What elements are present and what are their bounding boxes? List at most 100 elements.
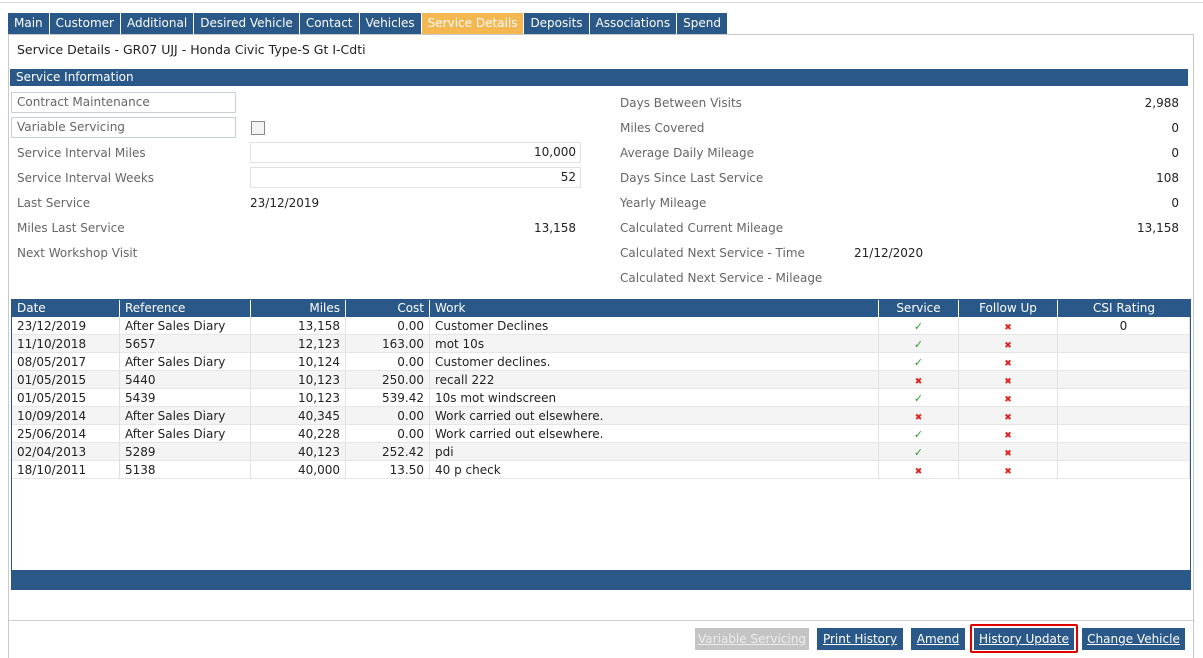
cell-cost: 0.00 bbox=[346, 425, 430, 443]
service-interval-weeks-label: Service Interval Weeks bbox=[17, 171, 155, 185]
cross-icon: ✖ bbox=[1004, 449, 1012, 459]
table-row[interactable]: 10/09/2014 After Sales Diary 40,345 0.00 Wor… bbox=[12, 407, 1190, 425]
cell-service: ✖ bbox=[879, 407, 959, 425]
tab-spend[interactable]: Spend bbox=[677, 13, 728, 34]
yearly-mileage-value: 0 bbox=[1171, 196, 1179, 210]
cross-icon: ✖ bbox=[1004, 359, 1012, 369]
cell-csi-rating bbox=[1058, 353, 1190, 371]
cross-icon: ✖ bbox=[1004, 377, 1012, 387]
tab-service-details[interactable]: Service Details bbox=[421, 13, 525, 34]
cell-miles: 12,123 bbox=[251, 335, 346, 353]
cell-reference: After Sales Diary bbox=[120, 425, 251, 443]
change-vehicle-button[interactable]: Change Vehicle bbox=[1082, 628, 1185, 650]
last-service-value: 23/12/2019 bbox=[250, 196, 320, 210]
variable-servicing-checkbox[interactable] bbox=[251, 121, 265, 135]
cell-work: mot 10s bbox=[430, 335, 879, 353]
tab-vehicles[interactable]: Vehicles bbox=[359, 13, 422, 34]
cell-work: 10s mot windscreen bbox=[430, 389, 879, 407]
cell-date: 18/10/2011 bbox=[12, 461, 120, 479]
tab-deposits[interactable]: Deposits bbox=[524, 13, 590, 34]
col-service-header[interactable]: Service bbox=[879, 300, 959, 317]
table-row[interactable]: 23/12/2019 After Sales Diary 13,158 0.00 Cus… bbox=[12, 317, 1190, 335]
cell-reference: 5138 bbox=[120, 461, 251, 479]
cell-work: Customer Declines bbox=[430, 317, 879, 335]
col-follow-up-header[interactable]: Follow Up bbox=[959, 300, 1058, 317]
footer-divider bbox=[9, 620, 1195, 621]
table-row[interactable]: 08/05/2017 After Sales Diary 10,124 0.00 Cus… bbox=[12, 353, 1190, 371]
yearly-mileage-label: Yearly Mileage bbox=[620, 196, 707, 210]
miles-last-service-value: 13,158 bbox=[534, 221, 576, 235]
cell-date: 11/10/2018 bbox=[12, 335, 120, 353]
col-date-header[interactable]: Date bbox=[12, 300, 120, 317]
cell-follow-up: ✖ bbox=[959, 389, 1058, 407]
service-interval-miles-input[interactable]: 10,000 bbox=[250, 142, 581, 163]
col-miles-header[interactable]: Miles bbox=[251, 300, 346, 317]
cell-service: ✖ bbox=[879, 371, 959, 389]
tab-customer[interactable]: Customer bbox=[49, 13, 121, 34]
print-history-button[interactable]: Print History bbox=[817, 628, 903, 650]
days-between-visits-value: 2,988 bbox=[1144, 96, 1179, 110]
cell-follow-up: ✖ bbox=[959, 371, 1058, 389]
tab-additional[interactable]: Additional bbox=[120, 13, 195, 34]
check-icon: ✓ bbox=[913, 338, 924, 351]
cell-date: 01/05/2015 bbox=[12, 371, 120, 389]
cell-follow-up: ✖ bbox=[959, 407, 1058, 425]
cell-miles: 13,158 bbox=[251, 317, 346, 335]
cell-reference: After Sales Diary bbox=[120, 317, 251, 335]
grid-footer bbox=[12, 570, 1190, 589]
table-row[interactable]: 11/10/2018 5657 12,123 163.00 mot 10s ✓ ✖ bbox=[12, 335, 1190, 353]
check-icon: ✓ bbox=[913, 320, 924, 333]
days-between-visits-label: Days Between Visits bbox=[620, 96, 742, 110]
cell-service: ✓ bbox=[879, 317, 959, 335]
calc-next-service-time-label: Calculated Next Service - Time bbox=[620, 246, 805, 260]
table-row[interactable]: 25/06/2014 After Sales Diary 40,228 0.00 Wor… bbox=[12, 425, 1190, 443]
cell-follow-up: ✖ bbox=[959, 461, 1058, 479]
cell-service: ✖ bbox=[879, 461, 959, 479]
tab-desired-vehicle[interactable]: Desired Vehicle bbox=[194, 13, 300, 34]
tab-contact[interactable]: Contact bbox=[299, 13, 360, 34]
cell-reference: 5289 bbox=[120, 443, 251, 461]
cell-miles: 10,123 bbox=[251, 389, 346, 407]
tab-main[interactable]: Main bbox=[8, 13, 50, 34]
table-row[interactable]: 18/10/2011 5138 40,000 13.50 40 p check ✖ ✖ bbox=[12, 461, 1190, 479]
cell-follow-up: ✖ bbox=[959, 353, 1058, 371]
cell-miles: 10,124 bbox=[251, 353, 346, 371]
calculated-current-mileage-value: 13,158 bbox=[1137, 221, 1179, 235]
amend-button[interactable]: Amend bbox=[911, 628, 965, 650]
col-work-header[interactable]: Work bbox=[430, 300, 879, 317]
cell-service: ✓ bbox=[879, 389, 959, 407]
cell-csi-rating bbox=[1058, 407, 1190, 425]
col-csi-rating-header[interactable]: CSI Rating bbox=[1092, 301, 1156, 315]
table-row[interactable]: 01/05/2015 5440 10,123 250.00 recall 222 ✖ ✖ bbox=[12, 371, 1190, 389]
variable-servicing-button[interactable]: Variable Servicing bbox=[695, 628, 809, 650]
cell-date: 02/04/2013 bbox=[12, 443, 120, 461]
days-since-last-service-label: Days Since Last Service bbox=[620, 171, 764, 185]
cell-cost: 0.00 bbox=[346, 317, 430, 335]
cell-miles: 40,345 bbox=[251, 407, 346, 425]
cross-icon: ✖ bbox=[1004, 323, 1012, 333]
cell-cost: 0.00 bbox=[346, 353, 430, 371]
service-history-grid: Date Reference Miles Cost Work Service F… bbox=[11, 299, 1191, 590]
table-row[interactable]: 01/05/2015 5439 10,123 539.42 10s mot windsc… bbox=[12, 389, 1190, 407]
miles-covered-label: Miles Covered bbox=[620, 121, 705, 135]
cell-service: ✓ bbox=[879, 425, 959, 443]
cell-work: pdi bbox=[430, 443, 879, 461]
cell-cost: 250.00 bbox=[346, 371, 430, 389]
days-since-last-service-value: 108 bbox=[1156, 171, 1179, 185]
cell-reference: 5439 bbox=[120, 389, 251, 407]
cell-csi-rating: 0 bbox=[1058, 317, 1190, 335]
service-details-panel: Service Details - GR07 UJJ - Honda Civic… bbox=[8, 34, 1195, 658]
cell-service: ✓ bbox=[879, 443, 959, 461]
cell-cost: 0.00 bbox=[346, 407, 430, 425]
cell-service: ✓ bbox=[879, 353, 959, 371]
grid-header: Date Reference Miles Cost Work Service F… bbox=[12, 300, 1190, 317]
cell-service: ✓ bbox=[879, 335, 959, 353]
tab-associations[interactable]: Associations bbox=[589, 13, 678, 34]
history-update-button[interactable]: History Update bbox=[974, 628, 1074, 650]
col-cost-header[interactable]: Cost bbox=[346, 300, 430, 317]
cross-icon: ✖ bbox=[1004, 467, 1012, 477]
cell-follow-up: ✖ bbox=[959, 425, 1058, 443]
table-row[interactable]: 02/04/2013 5289 40,123 252.42 pdi ✓ ✖ bbox=[12, 443, 1190, 461]
service-interval-weeks-input[interactable]: 52 bbox=[250, 167, 581, 188]
col-reference-header[interactable]: Reference bbox=[120, 300, 251, 317]
